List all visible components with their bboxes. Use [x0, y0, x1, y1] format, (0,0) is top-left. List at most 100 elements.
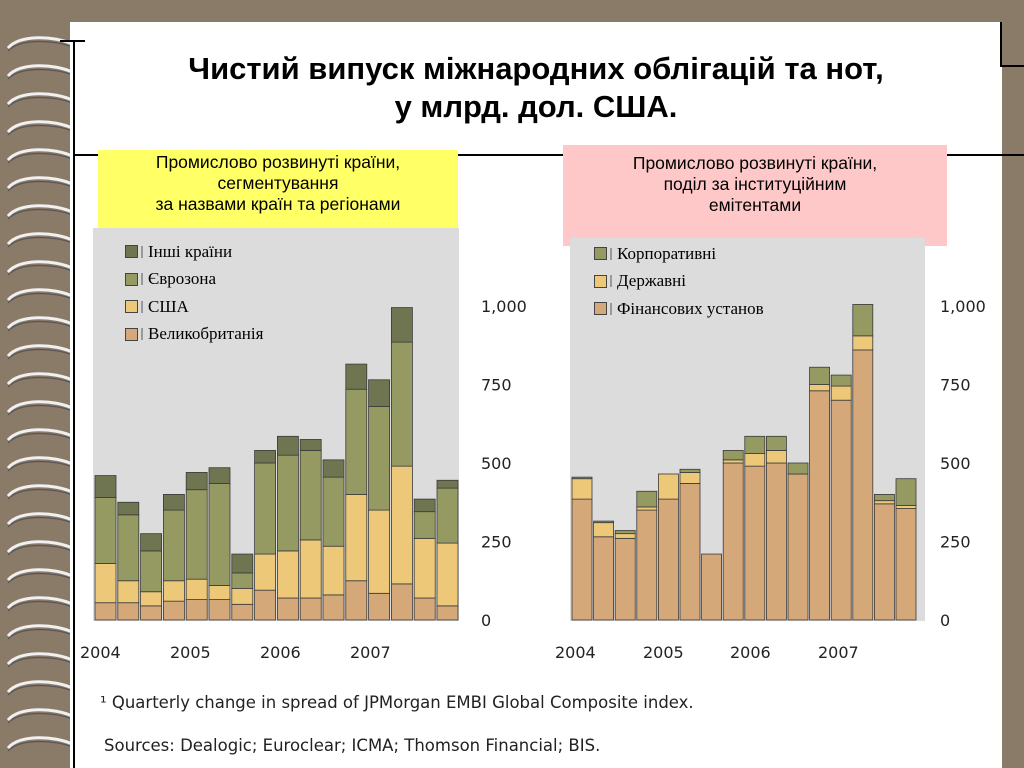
- legend-item: Інші країни: [125, 238, 263, 266]
- bar-segment: [140, 591, 163, 607]
- spiral-ring: [6, 652, 73, 666]
- spiral-ring-shadow: [7, 96, 73, 108]
- bar-segment: [185, 489, 208, 580]
- right-heading-line-2: поділ за інституційним: [663, 174, 847, 194]
- sources-note: Sources: Dealogic; Euroclear; ICMA; Thom…: [104, 736, 601, 755]
- spiral-ring: [6, 204, 73, 218]
- spiral-ring-shadow: [7, 264, 73, 276]
- spiral-ring: [6, 512, 73, 526]
- bar-segment: [830, 399, 852, 621]
- bar-segment: [874, 503, 895, 621]
- bar-segment: [117, 514, 140, 582]
- right-panel-heading: Промислово розвинуті країни, поділ за ін…: [563, 145, 947, 246]
- title-top-rule-right: [1000, 65, 1024, 67]
- bar-segment: [322, 594, 345, 621]
- legend-item: Єврозона: [125, 266, 263, 294]
- spiral-ring: [6, 260, 73, 274]
- legend-label: Державні: [617, 271, 686, 291]
- bar-segment: [299, 539, 322, 599]
- bar-segment: [390, 465, 413, 585]
- bar-segment: [413, 597, 436, 621]
- bar-segment: [276, 435, 299, 456]
- bar-segment: [162, 509, 185, 582]
- legend-label: Фінансових установ: [617, 298, 764, 318]
- legend-item: США: [125, 293, 263, 321]
- bar-segment: [636, 490, 658, 508]
- spiral-ring-shadow: [7, 544, 73, 556]
- bar-segment: [254, 589, 277, 621]
- bar-segment: [140, 533, 163, 552]
- bar-segment: [368, 406, 391, 511]
- bar-segment: [895, 504, 917, 509]
- bar-segment: [874, 500, 895, 505]
- title-top-rule-left: [60, 40, 85, 42]
- spiral-ring-shadow: [7, 488, 73, 500]
- header-rule-right: [947, 154, 1024, 156]
- bar-segment: [231, 603, 254, 621]
- bar-segment: [636, 509, 658, 621]
- right-heading-line-1: Промислово розвинуті країни,: [632, 153, 878, 173]
- bar-segment: [276, 550, 299, 599]
- legend-label: Єврозона: [148, 269, 217, 289]
- bar-segment: [593, 536, 614, 621]
- footnote: ¹ Quarterly change in spread of JPMorgan…: [100, 693, 694, 712]
- bar-segment: [185, 472, 208, 491]
- bar-segment: [117, 602, 140, 621]
- spiral-ring-shadow: [7, 236, 73, 248]
- bar-segment: [299, 597, 322, 621]
- bar-segment: [208, 599, 231, 621]
- bar-segment: [571, 478, 593, 500]
- legend-separator: [141, 300, 143, 313]
- legend-label: Великобританія: [148, 324, 264, 344]
- bar-segment: [571, 498, 593, 621]
- bar-segment: [895, 478, 917, 506]
- spiral-ring: [6, 64, 73, 78]
- x-year-label: 2006: [260, 643, 301, 662]
- right-chart: 0 250 500 750 1,000 2004 2005 2006 2007: [555, 297, 986, 662]
- bar-segment: [117, 580, 140, 604]
- spiral-ring-shadow: [7, 460, 73, 472]
- legend-swatch: [125, 327, 138, 341]
- bar-segment: [852, 335, 874, 351]
- bar-segment: [593, 520, 614, 524]
- spiral-ring-shadow: [7, 68, 73, 80]
- bar-segment: [809, 366, 830, 385]
- legend-item: Великобританія: [125, 321, 263, 349]
- spiral-ring-shadow: [7, 292, 73, 304]
- x-year-label: 2005: [643, 643, 684, 662]
- spiral-ring: [6, 540, 73, 554]
- legend-label: США: [148, 296, 189, 316]
- spiral-ring: [6, 568, 73, 582]
- bar-segment: [276, 597, 299, 621]
- left-heading-line-2: сегментування: [217, 173, 339, 193]
- slide-left-border: [73, 40, 75, 768]
- spiral-ring: [6, 400, 73, 414]
- bar-segment: [162, 600, 185, 621]
- legend-swatch: [594, 274, 607, 288]
- bar-segment: [368, 592, 391, 621]
- legend-separator: [610, 247, 612, 260]
- title-line-2: у млрд. дол. США.: [394, 89, 678, 124]
- y-tick-label: 250: [940, 533, 971, 552]
- spiral-ring: [6, 344, 73, 358]
- spiral-ring-shadow: [7, 40, 73, 52]
- bar-segment: [895, 508, 917, 621]
- bar-segment: [722, 462, 744, 621]
- bar-segment: [436, 479, 459, 489]
- notebook-spiral-binding: [6, 36, 73, 752]
- spiral-ring-shadow: [7, 348, 73, 360]
- bar-segment: [766, 462, 787, 621]
- bar-segment: [744, 465, 766, 621]
- spiral-ring-shadow: [7, 740, 73, 752]
- y-tick-label: 750: [940, 376, 971, 395]
- legend-item: Фінансових установ: [594, 295, 764, 323]
- right-heading-line-3: емітентами: [708, 195, 802, 215]
- right-chart-legend: Корпоративні Державні Фінансових установ: [594, 240, 764, 323]
- bar-segment: [231, 588, 254, 605]
- spiral-ring: [6, 736, 73, 750]
- bar-segment: [299, 439, 322, 451]
- bar-segment: [766, 450, 787, 464]
- spiral-ring-shadow: [7, 628, 73, 640]
- spiral-ring: [6, 428, 73, 442]
- legend-swatch: [125, 300, 138, 314]
